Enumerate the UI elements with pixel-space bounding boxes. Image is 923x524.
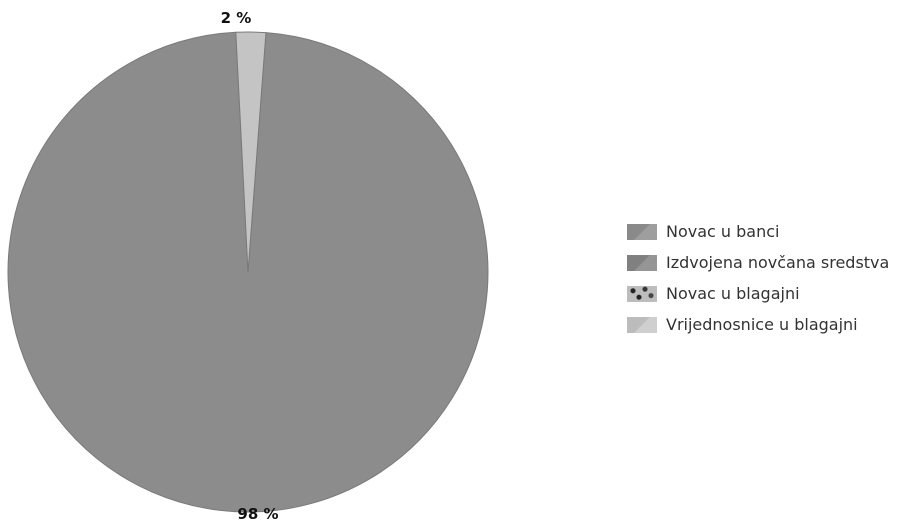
legend-label-izdvojena-sredstva: Izdvojena novčana sredstva	[666, 253, 890, 272]
legend-label-vrijednosnice: Vrijednosnice u blagajni	[666, 315, 858, 334]
pie-slice-vrijednosnice-u-blagajni	[235, 31, 267, 273]
pie-slice-novac-u-banci	[7, 31, 489, 513]
legend-swatch-izdvojena-sredstva	[627, 254, 657, 271]
legend-swatch-vrijednosnice	[627, 316, 657, 333]
legend-swatch-novac-u-blagajni	[627, 285, 657, 302]
legend-item-novac-u-blagajni: Novac u blagajni	[627, 278, 889, 309]
legend-item-vrijednosnice: Vrijednosnice u blagajni	[627, 309, 889, 340]
legend-swatch-novac-u-banci	[627, 223, 657, 240]
legend: Novac u banci Izdvojena novčana sredstva…	[627, 216, 889, 340]
legend-item-novac-u-banci: Novac u banci	[627, 216, 889, 247]
pie-slices	[7, 31, 489, 513]
legend-label-novac-u-banci: Novac u banci	[666, 222, 780, 241]
data-label-novac-u-banci: 98 %	[237, 505, 278, 523]
legend-item-izdvojena-sredstva: Izdvojena novčana sredstva	[627, 247, 889, 278]
legend-label-novac-u-blagajni: Novac u blagajni	[666, 284, 800, 303]
data-label-vrijednosnice: 2 %	[221, 9, 252, 27]
